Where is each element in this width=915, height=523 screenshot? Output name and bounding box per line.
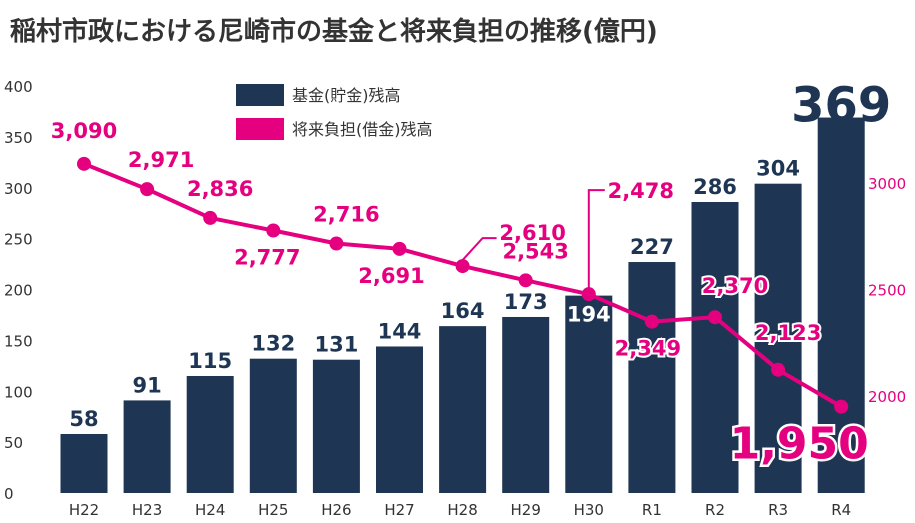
bar	[502, 316, 550, 493]
right-tick-label: 2500	[868, 282, 906, 300]
line-point	[455, 259, 470, 274]
bar-value-label: 131	[314, 333, 358, 357]
leader-line	[461, 237, 497, 261]
bar-value-label: 58	[69, 407, 98, 431]
bar-value-label: 304	[756, 157, 800, 181]
bar-value-label: 194	[567, 303, 611, 327]
left-axis: 0 50 100 150 200 250 300 350 400	[4, 78, 33, 503]
left-tick-label: 0	[4, 485, 14, 503]
left-tick-label: 50	[4, 434, 23, 452]
category-label: H23	[132, 501, 162, 519]
category-label: H27	[384, 501, 414, 519]
leader-line	[587, 189, 605, 289]
line-value-label: 2,478	[608, 179, 674, 203]
left-tick-label: 250	[4, 231, 33, 249]
left-tick-label: 400	[4, 78, 33, 96]
line-point	[644, 314, 659, 329]
bar-value-label: 286	[693, 175, 737, 199]
left-tick-label: 300	[4, 180, 33, 198]
left-tick-label: 200	[4, 282, 33, 300]
category-label: H28	[447, 501, 477, 519]
line-series: 3,090 2,971 2,836 2,777 2,716 2,691 2,6102,543…	[51, 119, 872, 472]
line-point	[834, 399, 849, 414]
line-value-label: 2,716	[313, 202, 379, 226]
bar	[691, 201, 739, 493]
line-value-label: 2,123	[755, 321, 821, 345]
bar	[312, 359, 360, 493]
line-point	[140, 182, 155, 197]
line-value-label: 2,691	[358, 264, 424, 288]
line-point	[708, 310, 722, 325]
line-value-label: 2,349	[615, 337, 681, 361]
category-label: R2	[705, 501, 725, 519]
legend-swatch-line	[236, 118, 284, 140]
bar-value-label: 173	[504, 290, 548, 314]
bar-value-label: 132	[251, 332, 295, 356]
bar-value-label: 144	[378, 319, 422, 343]
line-value-label: 1,950	[730, 419, 869, 470]
line-point	[392, 241, 407, 256]
chart-title: 稲村市政における尼崎市の基金と将来負担の推移(億円)	[10, 16, 658, 47]
line-value-label: 2,971	[128, 148, 194, 172]
bar	[817, 117, 865, 493]
bar	[565, 295, 613, 493]
legend-label-line: 将来負担(借金)残高	[292, 120, 433, 139]
category-label: H22	[69, 501, 99, 519]
bar	[376, 346, 423, 493]
bar-series: 58 91 115 132 131 144 164 173 194 227 286 304 369	[60, 78, 891, 493]
left-tick-label: 150	[4, 332, 33, 350]
line-value-label: 2,610	[499, 221, 565, 245]
bar	[628, 262, 676, 493]
bar-value-label: 369	[791, 78, 891, 134]
bar-value-label: 164	[441, 299, 485, 323]
bar-value-label: 91	[132, 373, 161, 397]
line-point	[77, 156, 91, 171]
left-tick-label: 350	[4, 129, 33, 147]
bar	[186, 375, 234, 493]
category-label: H30	[574, 501, 604, 519]
category-label: R3	[768, 501, 788, 519]
legend-label-bar: 基金(貯金)残高	[292, 86, 401, 105]
right-axis: 2000 2500 3000	[868, 175, 906, 406]
line-value-label: 2,777	[234, 245, 300, 269]
right-tick-label: 2000	[868, 388, 906, 406]
bar-value-label: 115	[188, 349, 232, 373]
line-point	[203, 210, 218, 225]
line-point	[771, 362, 786, 377]
line-point	[581, 287, 596, 302]
category-label: R4	[831, 501, 851, 519]
legend: 基金(貯金)残高 将来負担(借金)残高	[236, 84, 433, 140]
line-value-label: 3,090	[51, 119, 117, 143]
category-label: H29	[511, 501, 541, 519]
bar	[754, 183, 802, 493]
line-point	[266, 223, 281, 238]
line-value-label: 2,836	[187, 177, 253, 201]
x-axis: H22 H23 H24 H25 H26 H27 H28 H29 H30 R1 R2 R3 R4	[69, 501, 851, 519]
line-point	[518, 273, 533, 288]
category-label: H25	[258, 501, 288, 519]
legend-swatch-bar	[236, 84, 284, 106]
bar	[249, 358, 297, 493]
line-point	[329, 236, 344, 251]
line-value-label: 2,543	[502, 239, 568, 263]
bar	[60, 433, 108, 493]
bar	[123, 400, 171, 493]
category-label: R1	[642, 501, 662, 519]
bar-value-label: 227	[630, 235, 674, 259]
category-label: H26	[321, 501, 351, 519]
left-tick-label: 100	[4, 383, 33, 401]
line-value-label: 2,370	[702, 274, 768, 298]
right-tick-label: 3000	[868, 175, 906, 193]
category-label: H24	[195, 501, 225, 519]
bar	[439, 326, 487, 493]
